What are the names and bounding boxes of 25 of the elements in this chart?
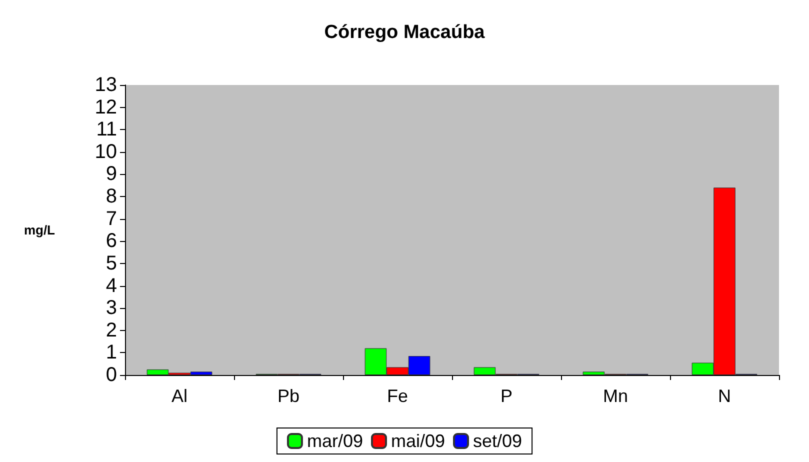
y-tick-label: 9 xyxy=(106,163,117,186)
y-tick-label: 1 xyxy=(106,342,117,364)
x-tick-label: Al xyxy=(171,386,188,406)
chart-title: Córrego Macaúba xyxy=(324,22,486,43)
y-tick-label: 11 xyxy=(96,118,117,141)
y-tick-label: 13 xyxy=(94,74,117,96)
legend-label: set/09 xyxy=(473,431,522,451)
legend-label: mar/09 xyxy=(306,431,363,451)
y-tick-label: 6 xyxy=(106,230,117,252)
y-tick-label: 3 xyxy=(106,297,117,320)
y-tick-label: 8 xyxy=(106,186,117,208)
y-tick-label: 2 xyxy=(106,319,117,342)
y-tick-label: 5 xyxy=(106,252,117,274)
legend-label: mai/09 xyxy=(390,431,446,451)
x-tick-label: Pb xyxy=(277,386,300,406)
x-tick-label: Fe xyxy=(386,386,408,406)
y-tick-label: 4 xyxy=(106,274,117,297)
y-tick-label: 0 xyxy=(106,364,117,386)
x-tick-label: Mn xyxy=(602,386,628,406)
x-tick-label: P xyxy=(500,386,513,406)
y-tick-label: 10 xyxy=(94,140,117,163)
y-tick-label: 7 xyxy=(106,208,117,230)
y-axis-title: mg/L xyxy=(24,222,56,238)
y-tick-label: 12 xyxy=(94,96,117,118)
x-tick-label: N xyxy=(718,386,731,406)
